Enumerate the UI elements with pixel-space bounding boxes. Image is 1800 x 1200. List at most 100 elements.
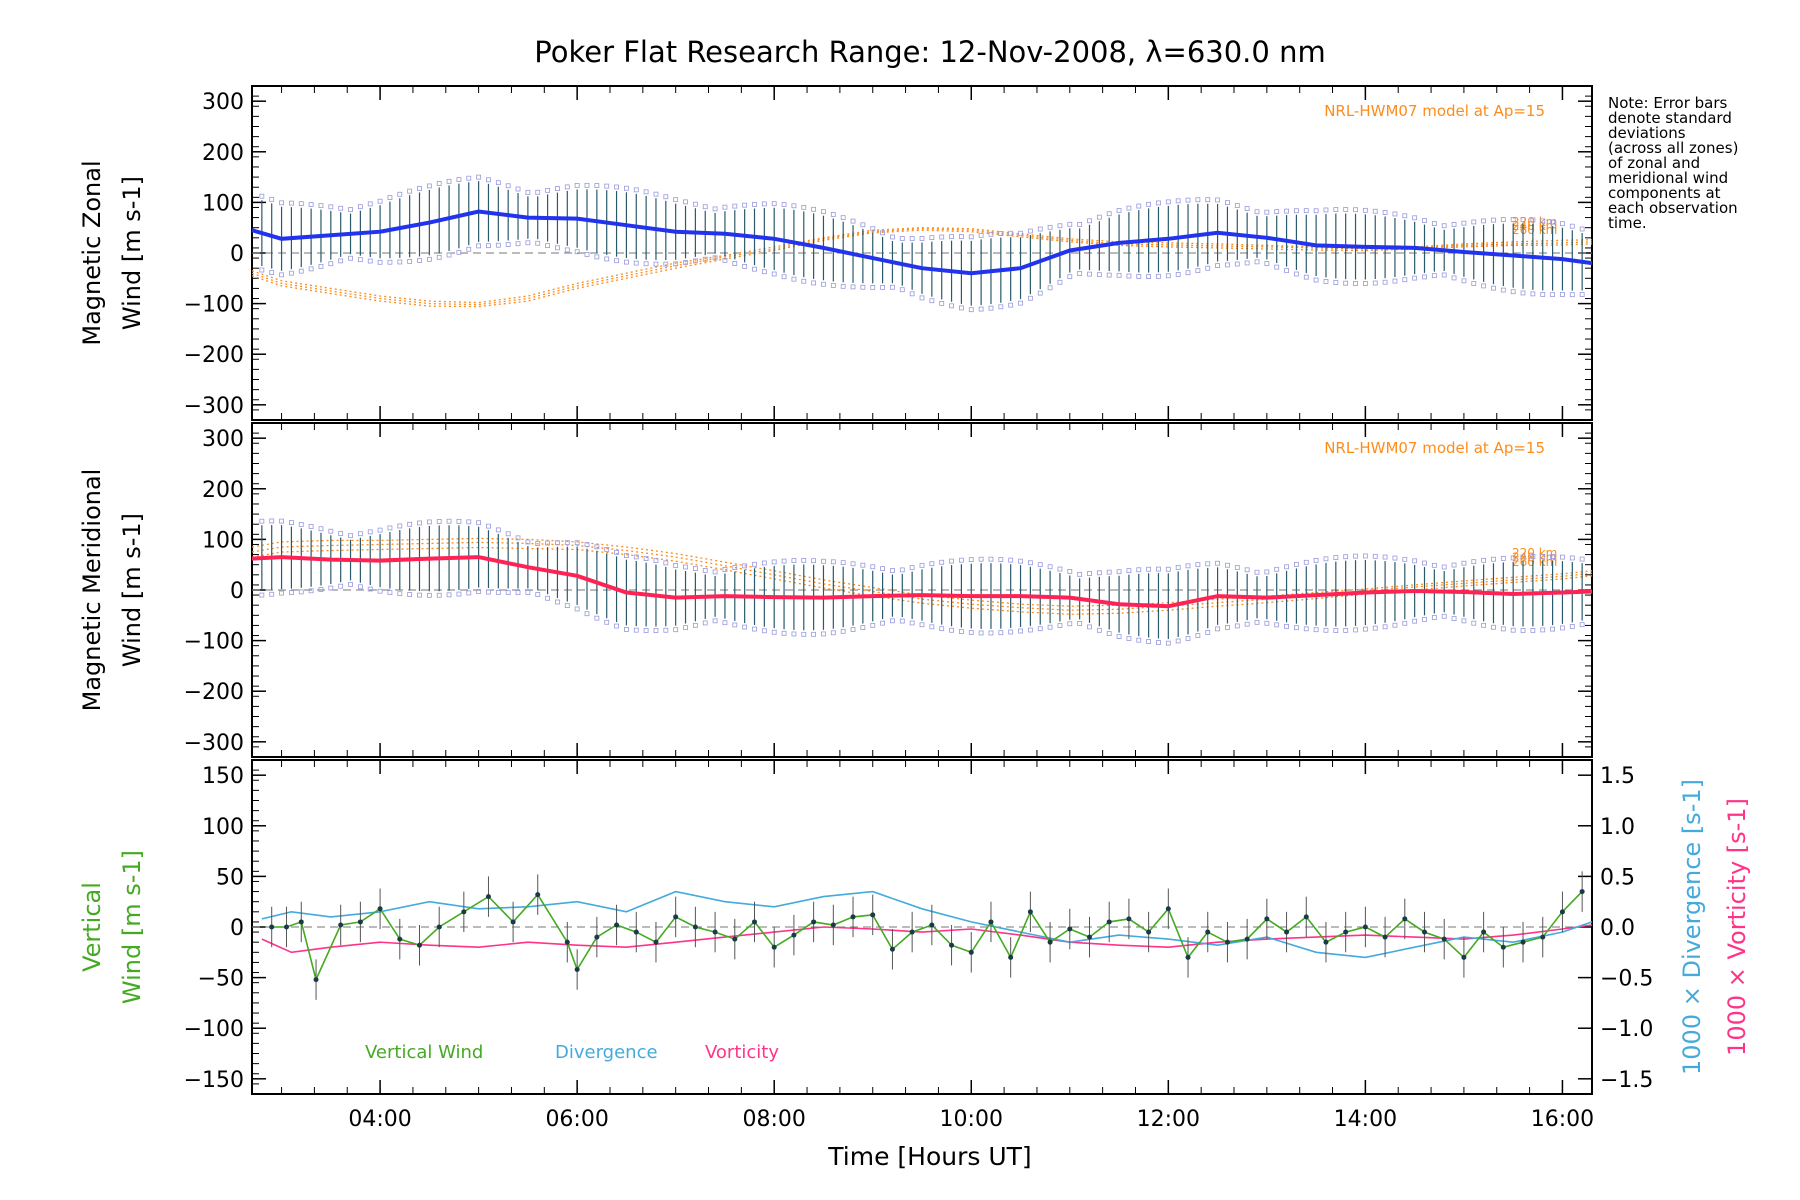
- zone-marker: [1146, 566, 1152, 572]
- zone-marker: [624, 185, 629, 191]
- zone-marker: [387, 195, 393, 201]
- zone-marker: [1047, 285, 1053, 291]
- zone-marker: [604, 619, 610, 625]
- zone-marker: [1146, 201, 1152, 207]
- zone-marker: [338, 531, 344, 536]
- zone-marker: [1500, 287, 1506, 293]
- zone-marker: [289, 270, 294, 276]
- zone-marker: [1402, 277, 1408, 283]
- zone-marker: [840, 283, 846, 289]
- zone-marker: [269, 270, 275, 276]
- zone-marker: [466, 246, 472, 252]
- zone-marker: [959, 234, 964, 239]
- zone-marker: [1530, 627, 1536, 633]
- y-tick-label: 300: [202, 427, 244, 452]
- zone-marker: [397, 191, 403, 197]
- zone-marker: [752, 626, 757, 632]
- zone-marker: [505, 242, 511, 247]
- model-altitude-label: 220 km: [1512, 546, 1557, 560]
- zone-marker: [781, 274, 787, 280]
- zone-marker: [909, 620, 915, 626]
- zone-marker: [821, 558, 826, 564]
- zone-marker: [899, 618, 905, 624]
- zone-marker: [978, 306, 984, 312]
- zone-marker: [495, 590, 501, 595]
- zone-marker: [890, 568, 895, 573]
- vertical-wind-point: [1087, 934, 1092, 940]
- zone-marker: [1156, 273, 1161, 279]
- zone-marker: [1461, 560, 1467, 566]
- zone-marker: [417, 520, 422, 526]
- vertical-wind-point: [889, 946, 895, 952]
- zone-marker: [968, 307, 974, 313]
- zone-marker: [1215, 263, 1220, 268]
- note-line: denote standard: [1608, 109, 1732, 127]
- zone-marker: [1382, 554, 1388, 560]
- zone-marker: [466, 175, 472, 181]
- zone-marker: [722, 620, 728, 626]
- zone-marker: [426, 256, 432, 262]
- zone-marker: [1284, 208, 1289, 214]
- zone-marker: [899, 287, 905, 293]
- zone-marker: [673, 627, 679, 633]
- y2-tick-label: 0.0: [1600, 916, 1635, 941]
- vertical-wind-point: [1224, 939, 1230, 945]
- zone-marker: [584, 542, 590, 548]
- zone-marker: [1303, 626, 1309, 632]
- vertical-wind-point: [1481, 929, 1487, 935]
- zone-marker: [1027, 560, 1033, 566]
- zone-marker: [357, 531, 363, 537]
- vertical-wind-point: [1520, 939, 1526, 945]
- zone-marker: [486, 177, 491, 183]
- y-tick-label: 200: [202, 478, 244, 503]
- zone-marker: [525, 539, 531, 545]
- zone-marker: [1510, 627, 1516, 633]
- zone-marker: [446, 592, 452, 598]
- vertical-wind-point: [1146, 929, 1152, 935]
- zone-marker: [1303, 274, 1309, 280]
- zone-marker: [1313, 627, 1319, 633]
- zone-marker: [949, 558, 954, 564]
- zone-marker: [525, 240, 531, 246]
- zone-marker: [919, 622, 925, 628]
- zone-marker: [1018, 300, 1023, 306]
- zone-marker: [318, 203, 324, 209]
- zone-marker: [1156, 566, 1161, 572]
- zone-marker: [269, 196, 275, 202]
- zone-marker: [1254, 619, 1260, 625]
- zone-marker: [1274, 209, 1280, 214]
- zone-marker: [811, 206, 817, 212]
- zone-marker: [949, 627, 954, 633]
- zone-marker: [525, 189, 531, 195]
- zone-marker: [298, 521, 304, 527]
- vertical-wind-point: [1284, 929, 1290, 935]
- zone-marker: [1313, 558, 1319, 563]
- zone-marker: [1156, 640, 1161, 645]
- zone-marker: [781, 630, 787, 636]
- model-curve: [251, 541, 1593, 611]
- vertical-wind-point: [949, 942, 955, 948]
- zone-marker: [1136, 567, 1142, 573]
- zone-marker: [614, 623, 619, 629]
- zone-marker: [870, 226, 876, 232]
- zone-marker: [1215, 626, 1220, 632]
- zone-marker: [308, 266, 314, 272]
- zone-marker: [791, 631, 797, 637]
- y-tick-label: −300: [184, 731, 244, 756]
- y2-tick-label: −0.5: [1600, 967, 1653, 992]
- zone-marker: [289, 590, 294, 596]
- zone-marker: [1195, 633, 1201, 638]
- zone-marker: [1185, 636, 1191, 641]
- zone-marker: [466, 590, 472, 596]
- zone-marker: [840, 628, 846, 634]
- zone-marker: [555, 540, 560, 546]
- zone-marker: [564, 603, 570, 608]
- zone-marker: [801, 631, 807, 637]
- zone-marker: [633, 187, 639, 193]
- zone-marker: [308, 524, 314, 529]
- zone-marker: [328, 204, 334, 210]
- zone-marker: [1136, 203, 1142, 209]
